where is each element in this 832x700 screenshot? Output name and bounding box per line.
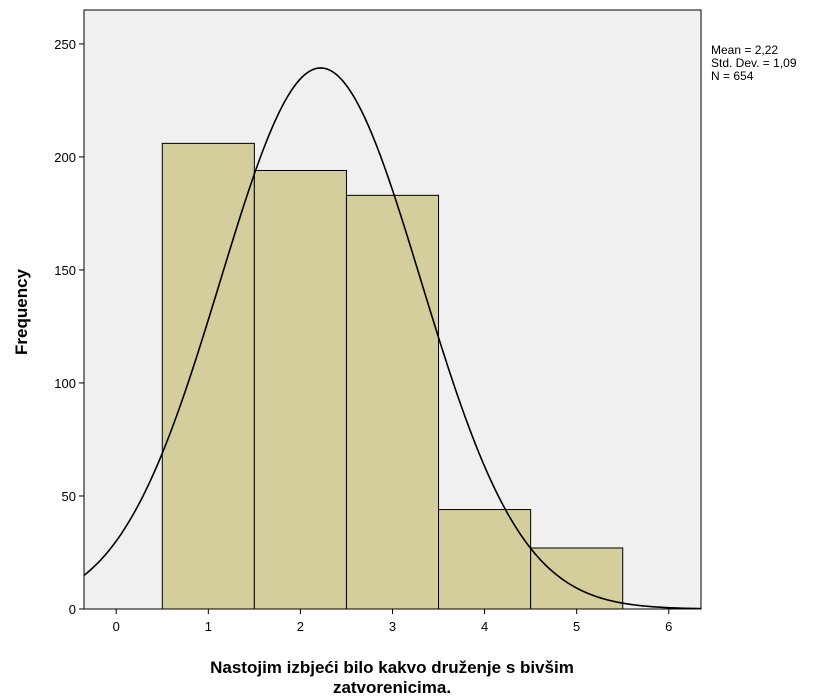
x-tick-label-4: 4 [481, 619, 488, 634]
histogram-bar-3 [345, 194, 440, 610]
x-axis-label-line-1: Nastojim izbjeći bilo kakvo druženje s b… [210, 658, 574, 677]
x-tick-label-6: 6 [665, 619, 672, 634]
y-axis-label: Frequency [12, 268, 31, 355]
x-axis-label-line-2: zatvorenicima. [333, 678, 451, 697]
stats-std-dev: Std. Dev. = 1,09 [711, 56, 797, 70]
y-axis: 0 50 100 150 200 250 [54, 37, 84, 617]
stats-box: Mean = 2,22 Std. Dev. = 1,09 N = 654 [711, 43, 797, 83]
y-tick-label-0: 0 [69, 602, 76, 617]
y-tick-label-50: 50 [62, 489, 76, 504]
y-tick-label-200: 200 [54, 150, 76, 165]
histogram-bar-5 [530, 547, 624, 610]
y-tick-label-100: 100 [54, 376, 76, 391]
x-axis: 0 1 2 3 4 5 6 [113, 609, 672, 634]
x-tick-label-3: 3 [389, 619, 396, 634]
bars-group [161, 142, 624, 610]
normal-curve [83, 67, 702, 610]
x-tick-label-0: 0 [113, 619, 120, 634]
y-tick-label-250: 250 [54, 37, 76, 52]
histogram-bar-4 [438, 509, 532, 610]
stats-mean: Mean = 2,22 [711, 43, 778, 57]
x-tick-label-5: 5 [573, 619, 580, 634]
x-tick-label-2: 2 [297, 619, 304, 634]
x-tick-label-1: 1 [205, 619, 212, 634]
histogram-bar-2 [253, 169, 347, 610]
y-tick-label-150: 150 [54, 263, 76, 278]
stats-n: N = 654 [711, 69, 754, 83]
